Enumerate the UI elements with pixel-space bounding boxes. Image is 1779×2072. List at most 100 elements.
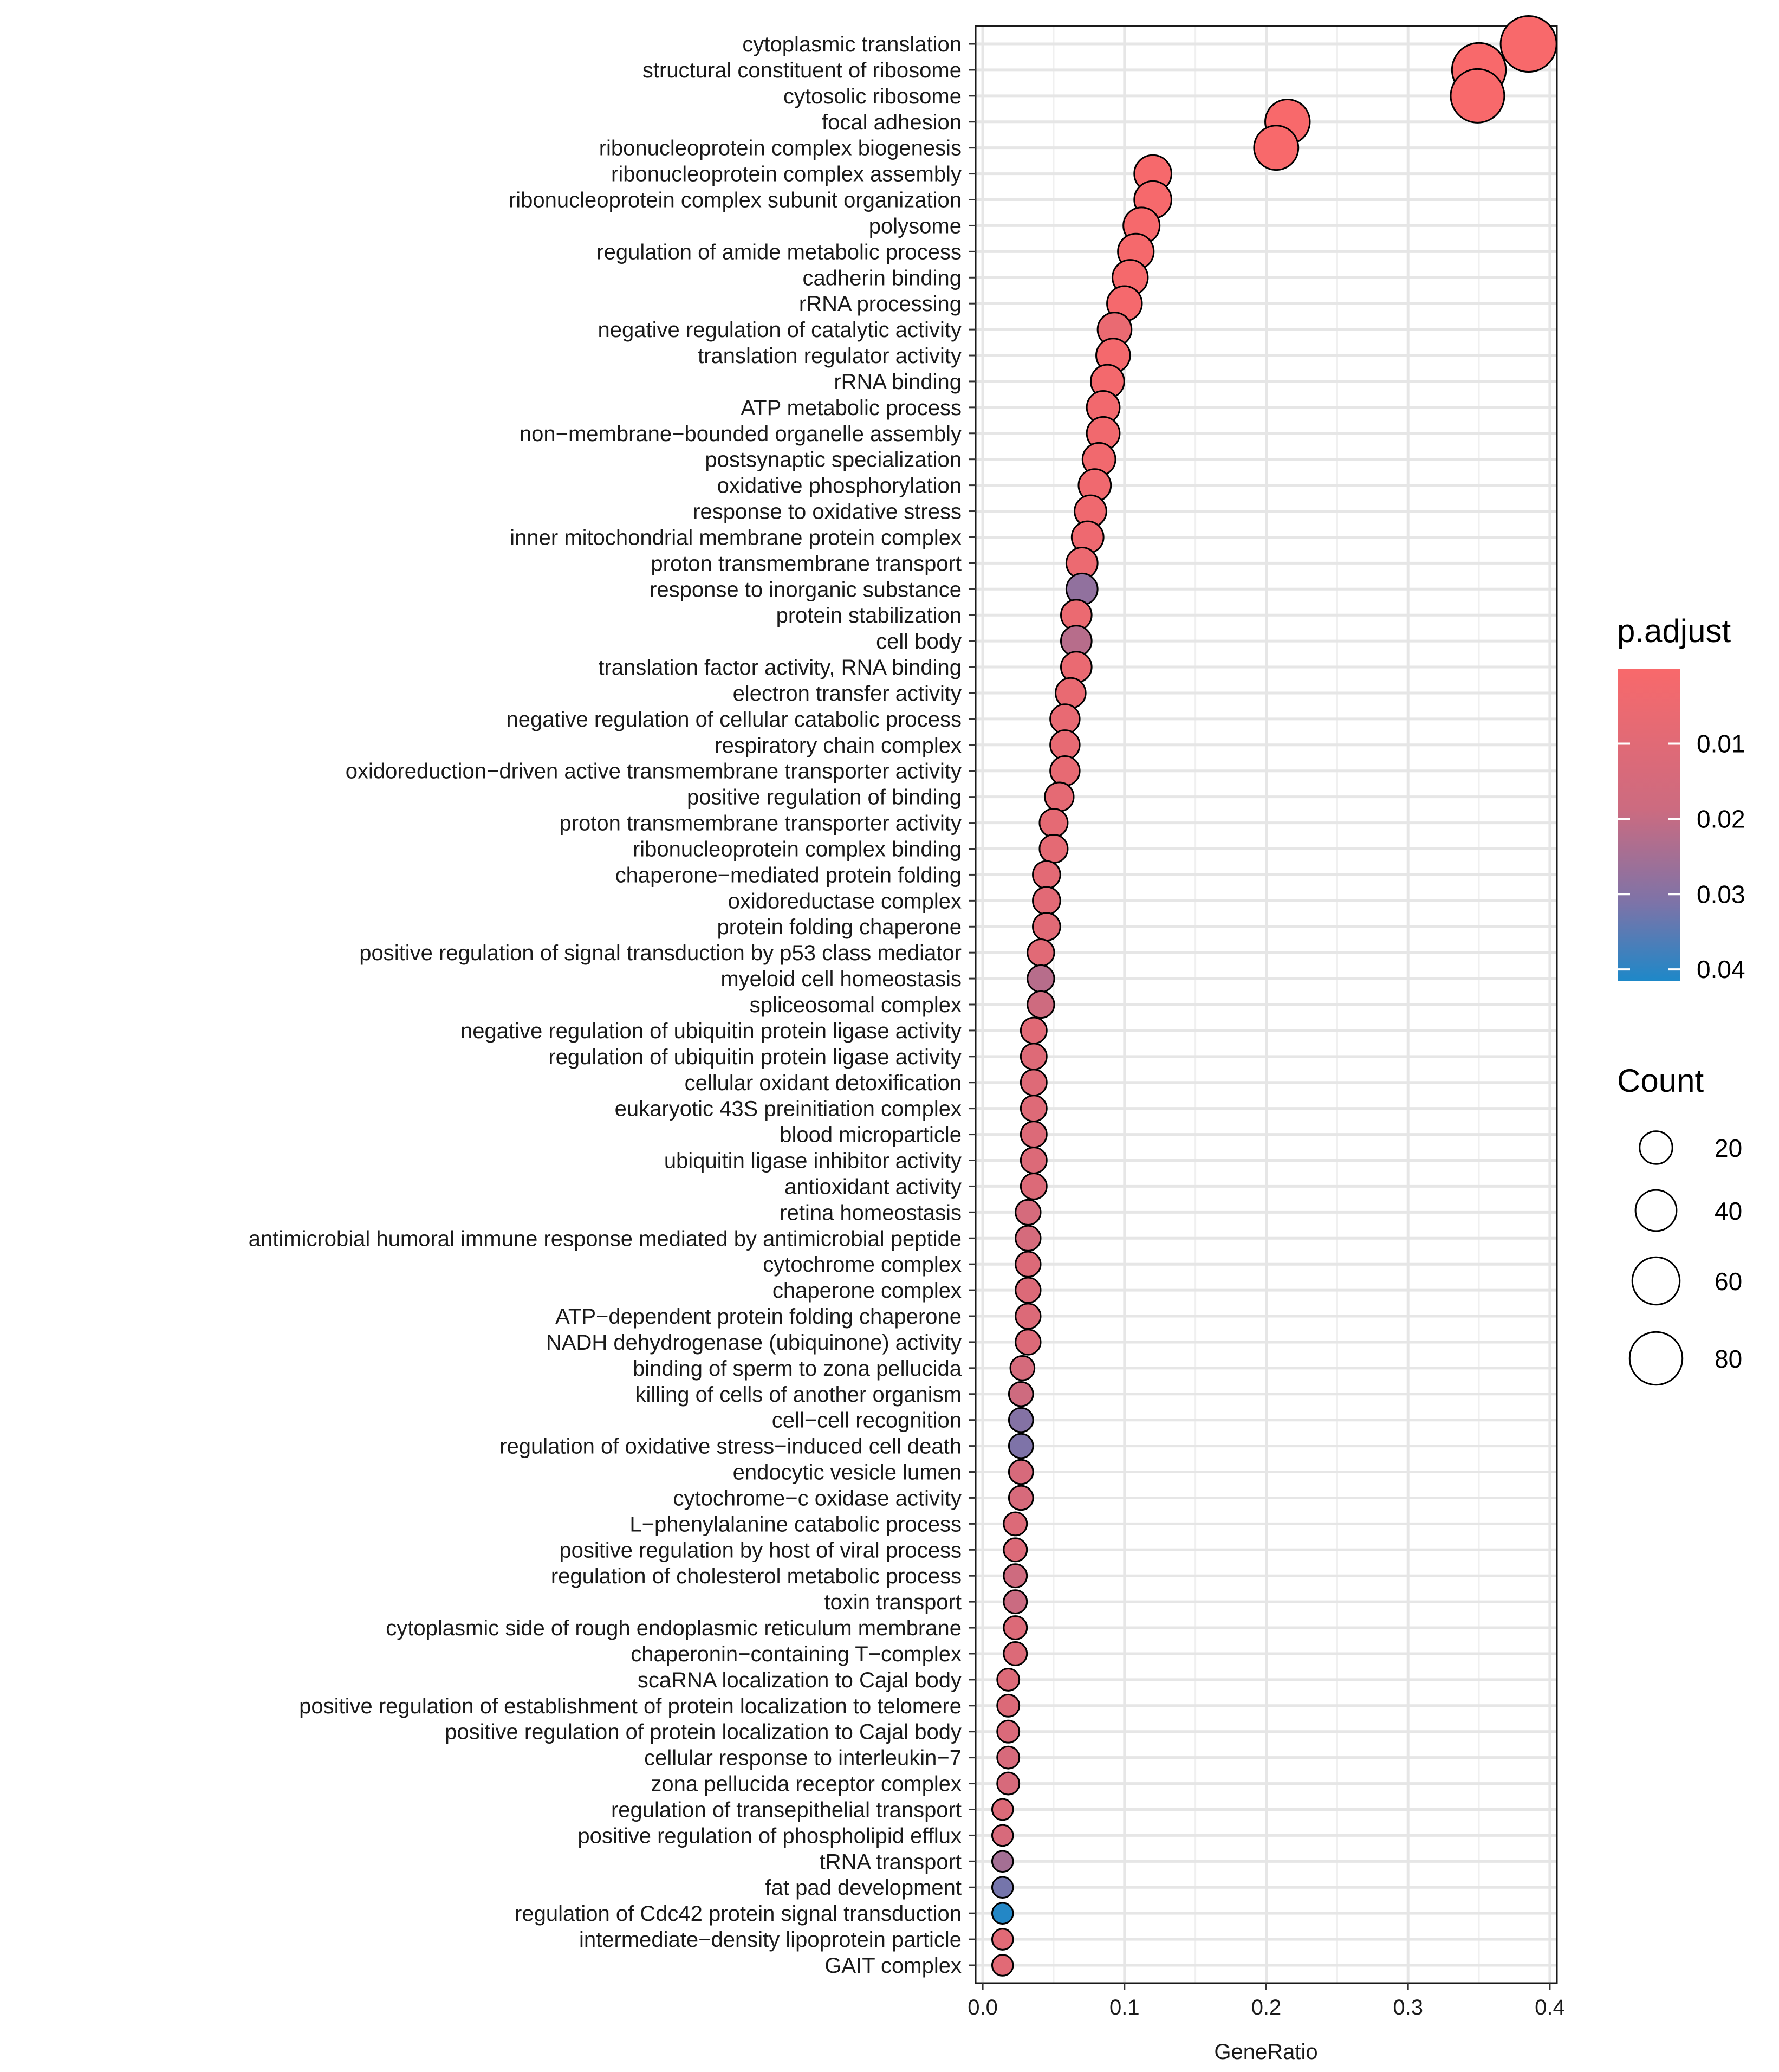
- data-point: [991, 1876, 1014, 1899]
- data-point: [1003, 1537, 1028, 1563]
- size-legend-label: 40: [1715, 1197, 1742, 1225]
- data-point: [991, 1824, 1014, 1847]
- size-legend-circle: [1639, 1130, 1673, 1165]
- y-tick-label: blood microparticle: [780, 1123, 962, 1147]
- points: [991, 15, 1557, 1977]
- data-point: [991, 1928, 1014, 1951]
- data-point: [1038, 834, 1069, 864]
- y-tick-label: antioxidant activity: [784, 1175, 962, 1199]
- data-point: [1049, 703, 1081, 735]
- y-tick-label: positive regulation of establishment of …: [299, 1694, 962, 1718]
- y-tick-label: non−membrane−bounded organelle assembly: [520, 422, 962, 446]
- x-axis-title: GeneRatio: [1214, 2040, 1317, 2064]
- y-tick-label: translation regulator activity: [698, 344, 962, 368]
- y-tick-label: ribonucleoprotein complex assembly: [611, 163, 962, 186]
- y-tick-label: ribonucleoprotein complex biogenesis: [599, 137, 962, 160]
- y-tick-label: regulation of Cdc42 protein signal trans…: [515, 1902, 962, 1926]
- y-tick-label: cellular oxidant detoxification: [685, 1071, 962, 1095]
- data-point: [991, 1954, 1014, 1977]
- data-point: [1020, 1147, 1048, 1174]
- y-tick-label: ribonucleoprotein complex binding: [633, 837, 962, 861]
- data-point: [1020, 1043, 1048, 1071]
- y-tick-label: zona pellucida receptor complex: [651, 1772, 962, 1796]
- color-legend-title: p.adjust: [1617, 613, 1731, 649]
- data-point: [1032, 860, 1061, 890]
- y-tick-label: chaperonin−containing T−complex: [631, 1642, 962, 1666]
- data-point: [1008, 1407, 1034, 1433]
- y-tick-label: electron transfer activity: [733, 682, 962, 705]
- size-legend-title: Count: [1617, 1063, 1704, 1099]
- y-tick-label: proton transmembrane transporter activit…: [559, 812, 962, 836]
- y-tick-label: cytochrome−c oxidase activity: [673, 1486, 962, 1510]
- y-tick-label: regulation of transepithelial transport: [611, 1798, 962, 1822]
- data-point: [1003, 1641, 1028, 1666]
- data-point: [1015, 1251, 1042, 1278]
- y-tick-label: respiratory chain complex: [715, 734, 962, 757]
- y-tick-label: L−phenylalanine catabolic process: [629, 1512, 962, 1536]
- data-point: [1020, 1095, 1048, 1123]
- y-tick-label: toxin transport: [824, 1590, 962, 1614]
- size-legend-circle: [1631, 1256, 1681, 1306]
- y-tick-label: positive regulation of signal transducti…: [359, 941, 962, 965]
- data-point: [1044, 781, 1075, 812]
- data-point: [1003, 1589, 1028, 1615]
- y-tick-label: cell−cell recognition: [772, 1409, 962, 1433]
- y-tick-label: proton transmembrane transport: [651, 552, 962, 575]
- x-tick-label: 0.2: [1251, 1996, 1282, 2019]
- data-point: [1015, 1225, 1042, 1252]
- y-tick-label: ATP metabolic process: [741, 396, 962, 420]
- color-legend: p.adjust 0.01 0.02 0.03 0.04: [1617, 613, 1745, 983]
- data-point: [996, 1771, 1021, 1796]
- data-point: [1049, 729, 1081, 761]
- data-point: [1015, 1277, 1042, 1304]
- data-point: [996, 1719, 1021, 1744]
- data-point: [1055, 677, 1087, 709]
- color-legend-label: 0.03: [1697, 880, 1745, 908]
- size-legend-label: 80: [1715, 1345, 1742, 1373]
- y-tick-label: regulation of amide metabolic process: [596, 240, 962, 264]
- y-tick-label: scaRNA localization to Cajal body: [638, 1668, 962, 1692]
- data-point: [1020, 1121, 1048, 1149]
- y-tick-label: protein stabilization: [776, 604, 962, 627]
- y-tick-label: antimicrobial humoral immune response me…: [249, 1227, 962, 1251]
- x-tick-label: 0.3: [1393, 1996, 1423, 2019]
- data-point: [1020, 1016, 1048, 1045]
- x-tick-label: 0.1: [1109, 1996, 1140, 2019]
- data-point: [991, 1902, 1014, 1925]
- y-tick-label: ribonucleoprotein complex subunit organi…: [509, 189, 962, 212]
- y-tick-label: retina homeostasis: [780, 1201, 962, 1225]
- data-point: [1003, 1563, 1028, 1589]
- y-tick-label: postsynaptic specialization: [705, 448, 962, 472]
- y-tick-label: polysome: [869, 214, 962, 238]
- data-point: [1060, 651, 1093, 683]
- y-tick-label: negative regulation of cellular cataboli…: [507, 708, 962, 731]
- data-point: [1015, 1199, 1042, 1226]
- y-tick-label: positive regulation by host of viral pro…: [559, 1538, 962, 1562]
- y-tick-label: cadherin binding: [802, 266, 962, 290]
- y-tick-label: eukaryotic 43S preinitiation complex: [615, 1097, 962, 1121]
- y-tick-label: NADH dehydrogenase (ubiquinone) activity: [546, 1331, 962, 1355]
- y-tick-label: cytoplasmic side of rough endoplasmic re…: [386, 1616, 962, 1640]
- y-tick-label: protein folding chaperone: [717, 915, 962, 939]
- y-tick-label: focal adhesion: [822, 111, 962, 134]
- y-tick-label: response to inorganic substance: [650, 578, 962, 601]
- y-tick-label: negative regulation of ubiquitin protein…: [460, 1019, 962, 1043]
- data-point: [1027, 964, 1055, 993]
- y-tick-label: fat pad development: [765, 1876, 962, 1900]
- y-tick-label: spliceosomal complex: [750, 993, 962, 1017]
- y-tick-label: regulation of cholesterol metabolic proc…: [551, 1564, 962, 1588]
- x-tick-label: 0.4: [1535, 1996, 1565, 2019]
- y-tick-label: killing of cells of another organism: [635, 1383, 962, 1407]
- y-tick-label: negative regulation of catalytic activit…: [598, 318, 962, 342]
- data-point: [1253, 125, 1300, 171]
- y-tick-label: response to oxidative stress: [693, 500, 962, 524]
- data-point: [1015, 1303, 1042, 1330]
- data-point: [1499, 15, 1557, 73]
- size-legend-circle: [1628, 1331, 1684, 1386]
- data-point: [1003, 1615, 1028, 1640]
- y-tick-label: chaperone−mediated protein folding: [615, 863, 962, 887]
- data-point: [1027, 938, 1055, 967]
- color-legend-label: 0.02: [1697, 805, 1745, 833]
- y-tick-label: chaperone complex: [772, 1279, 962, 1303]
